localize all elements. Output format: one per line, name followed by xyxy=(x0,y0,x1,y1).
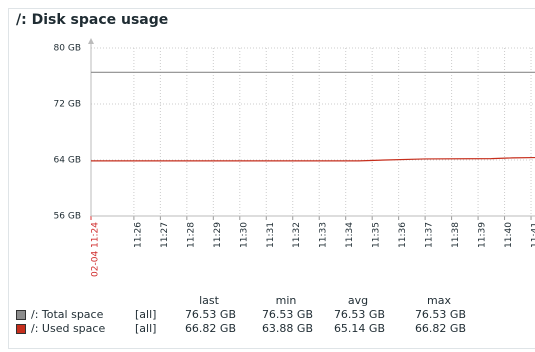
legend-function: [all] xyxy=(135,308,156,321)
plot-area xyxy=(91,48,535,216)
legend-header: min xyxy=(276,294,297,307)
x-tick-label: 11:38 xyxy=(451,222,461,248)
x-tick-label: 11:31 xyxy=(266,222,276,248)
legend-stat: 76.53 GB xyxy=(415,308,466,321)
x-tick-label: 11:30 xyxy=(239,222,249,248)
series-line xyxy=(91,156,535,162)
y-tick-label: 56 GB xyxy=(54,212,81,222)
legend-stat: 63.88 GB xyxy=(262,322,313,335)
legend-swatch xyxy=(16,324,26,334)
x-tick-label: 11:29 xyxy=(213,222,223,248)
y-tick-label: 64 GB xyxy=(54,156,81,166)
legend-stat: 76.53 GB xyxy=(334,308,385,321)
legend-header: max xyxy=(427,294,451,307)
x-tick-label: 11:39 xyxy=(478,222,488,248)
x-tick-label: 11:41 xyxy=(531,222,535,248)
legend-swatch xyxy=(16,310,26,320)
x-tick-label: 02-04 11:24 xyxy=(91,222,101,277)
legend-stat: 76.53 GB xyxy=(185,308,236,321)
x-tick-label: 11:27 xyxy=(160,222,170,248)
x-tick-label: 11:33 xyxy=(319,222,329,248)
x-tick-label: 11:37 xyxy=(425,222,435,248)
legend-stat: 66.82 GB xyxy=(185,322,236,335)
x-tick-label: 11:35 xyxy=(372,222,382,248)
x-tick-label: 11:40 xyxy=(504,222,514,248)
x-tick-label: 11:32 xyxy=(292,222,302,248)
legend-header: last xyxy=(199,294,220,307)
axis-arrow xyxy=(88,38,94,44)
chart-title: /: Disk space usage xyxy=(16,12,168,28)
legend-name: /: Total space xyxy=(31,308,104,321)
legend-function: [all] xyxy=(135,322,156,335)
x-tick-label: 11:26 xyxy=(133,222,143,248)
legend-stat: 65.14 GB xyxy=(334,322,385,335)
x-tick-label: 11:28 xyxy=(186,222,196,248)
legend-header: avg xyxy=(348,294,368,307)
x-tick-label: 11:36 xyxy=(398,222,408,248)
legend-stat: 66.82 GB xyxy=(415,322,466,335)
y-tick-label: 72 GB xyxy=(54,100,81,110)
x-tick-label: 11:34 xyxy=(345,222,355,248)
legend-stat: 76.53 GB xyxy=(262,308,313,321)
legend-name: /: Used space xyxy=(31,322,105,335)
y-tick-label: 80 GB xyxy=(54,44,81,54)
